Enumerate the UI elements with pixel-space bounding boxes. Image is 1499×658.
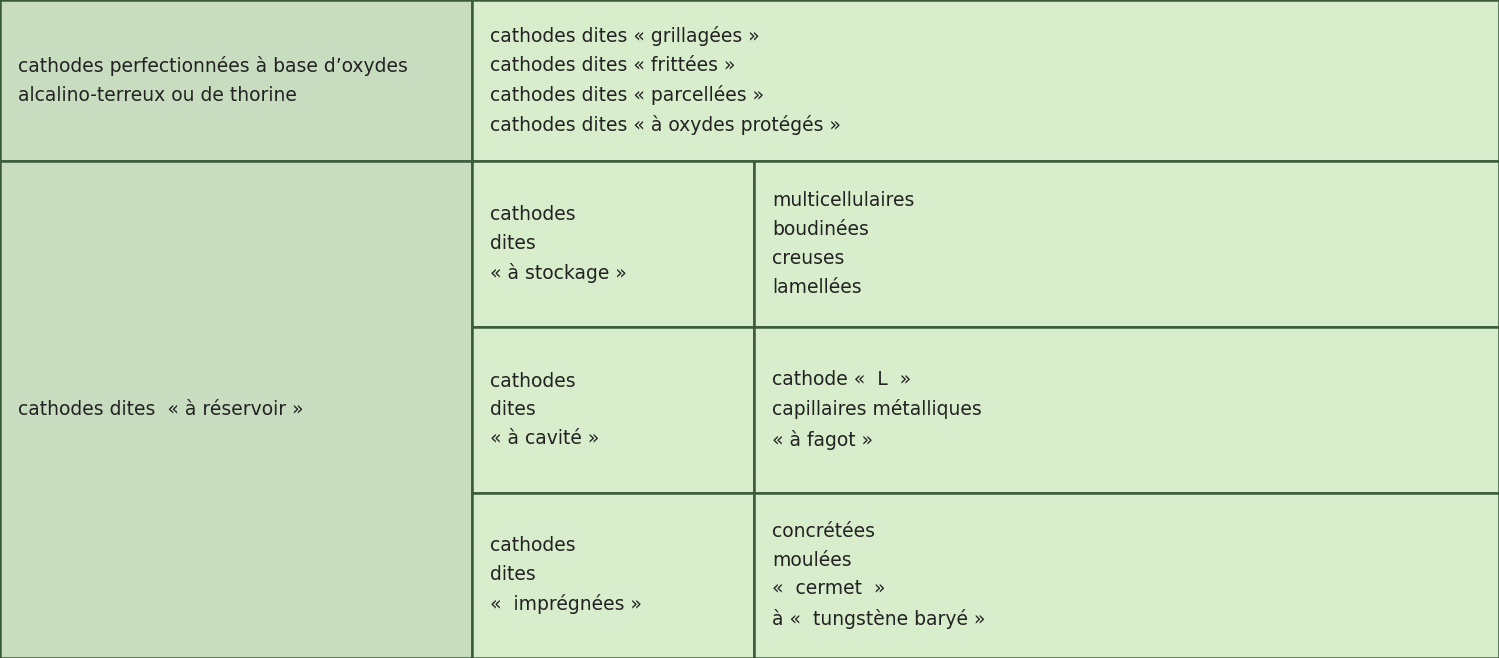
Text: multicellulaires
boudinées
creuses
lamellées: multicellulaires boudinées creuses lamel… (772, 191, 914, 297)
Text: cathodes dites « grillagées »
cathodes dites « frittées »
cathodes dites « parce: cathodes dites « grillagées » cathodes d… (490, 26, 841, 136)
Text: cathodes perfectionnées à base d’oxydes
alcalino-terreux ou de thorine: cathodes perfectionnées à base d’oxydes … (18, 56, 408, 105)
Text: concrétées
moulées
«  cermet  »
à «  tungstène baryé »: concrétées moulées « cermet » à « tungst… (772, 522, 985, 629)
Text: cathodes
dites
« à cavité »: cathodes dites « à cavité » (490, 372, 600, 448)
Bar (0, 0, 472, 161)
Bar (472, 0, 1499, 161)
Text: cathode «  L  »
capillaires métalliques
« à fagot »: cathode « L » capillaires métalliques « … (772, 370, 982, 450)
Bar (754, 493, 1499, 658)
Bar (754, 161, 1499, 327)
Bar (0, 161, 472, 658)
Bar (754, 327, 1499, 493)
Text: cathodes
dites
«  imprégnées »: cathodes dites « imprégnées » (490, 536, 642, 615)
Bar (472, 161, 754, 327)
Bar (472, 493, 754, 658)
Bar (472, 327, 754, 493)
Text: cathodes dites  « à réservoir »: cathodes dites « à réservoir » (18, 400, 303, 419)
Text: cathodes
dites
« à stockage »: cathodes dites « à stockage » (490, 205, 627, 283)
